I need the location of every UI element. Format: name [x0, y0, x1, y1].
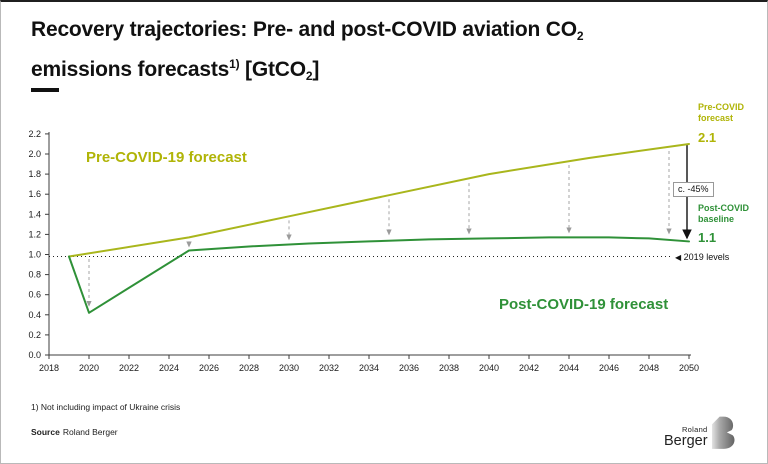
baseline-2019-text: 2019 levels	[683, 252, 730, 262]
pre-covid-endpoint-label: Pre-COVID forecast	[698, 102, 745, 123]
svg-text:1.4: 1.4	[28, 209, 41, 219]
svg-text:2.0: 2.0	[28, 149, 41, 159]
svg-text:0.0: 0.0	[28, 350, 41, 360]
svg-text:2040: 2040	[479, 363, 499, 373]
svg-text:0.6: 0.6	[28, 290, 41, 300]
source-line: Source Roland Berger	[31, 427, 118, 437]
logo-wordmark: Roland Berger	[664, 425, 708, 449]
post-covid-endpoint-value: 1.1	[698, 230, 717, 245]
svg-text:2044: 2044	[559, 363, 579, 373]
svg-text:2042: 2042	[519, 363, 539, 373]
title-line2-close: ]	[312, 58, 320, 81]
page-title: Recovery trajectories: Pre- and post-COV…	[31, 16, 731, 90]
svg-text:2038: 2038	[439, 363, 459, 373]
left-triangle-icon: ◀	[675, 253, 682, 262]
svg-text:2030: 2030	[279, 363, 299, 373]
svg-text:2026: 2026	[199, 363, 219, 373]
logo-b-mark-icon	[711, 416, 735, 449]
footnote: 1) Not including impact of Ukraine crisi…	[31, 402, 181, 412]
title-line2: emissions forecasts	[31, 58, 230, 81]
source-label: Source	[31, 427, 60, 437]
svg-text:2036: 2036	[399, 363, 419, 373]
title-footnote-marker: 1)	[229, 57, 240, 71]
svg-text:1.6: 1.6	[28, 189, 41, 199]
title-line1: Recovery trajectories: Pre- and post-COV…	[31, 18, 577, 41]
pre-covid-series-label: Pre-COVID-19 forecast	[86, 149, 247, 166]
svg-text:1.8: 1.8	[28, 169, 41, 179]
svg-text:2034: 2034	[359, 363, 379, 373]
svg-text:2028: 2028	[239, 363, 259, 373]
title-line2-subscript: 2	[305, 69, 313, 83]
logo-word-roland: Roland	[681, 425, 708, 434]
svg-text:1.0: 1.0	[28, 250, 41, 260]
svg-text:2048: 2048	[639, 363, 659, 373]
percent-change-callout: c. -45%	[673, 182, 714, 197]
title-line1-subscript: 2	[576, 29, 584, 43]
svg-text:0.4: 0.4	[28, 310, 41, 320]
roland-berger-logo: Roland Berger	[664, 415, 735, 451]
svg-text:2022: 2022	[119, 363, 139, 373]
post-covid-endpoint-label: Post-COVID baseline	[698, 203, 750, 224]
post-covid-series-label: Post-COVID-19 forecast	[499, 296, 669, 313]
svg-text:2032: 2032	[319, 363, 339, 373]
svg-text:0.2: 0.2	[28, 330, 41, 340]
svg-text:1.2: 1.2	[28, 229, 41, 239]
baseline-2019-label: ◀ 2019 levels	[675, 252, 729, 262]
svg-text:2018: 2018	[39, 363, 59, 373]
pre-covid-endpoint-value: 2.1	[698, 130, 717, 145]
source-value: Roland Berger	[62, 427, 118, 437]
logo-word-berger: Berger	[664, 433, 708, 449]
svg-text:2046: 2046	[599, 363, 619, 373]
svg-text:2.2: 2.2	[28, 129, 41, 139]
svg-text:2020: 2020	[79, 363, 99, 373]
svg-text:2050: 2050	[679, 363, 699, 373]
svg-text:0.8: 0.8	[28, 270, 41, 280]
svg-text:2024: 2024	[159, 363, 179, 373]
title-dash	[31, 88, 59, 92]
title-line2-unit: [GtCO	[239, 58, 306, 81]
